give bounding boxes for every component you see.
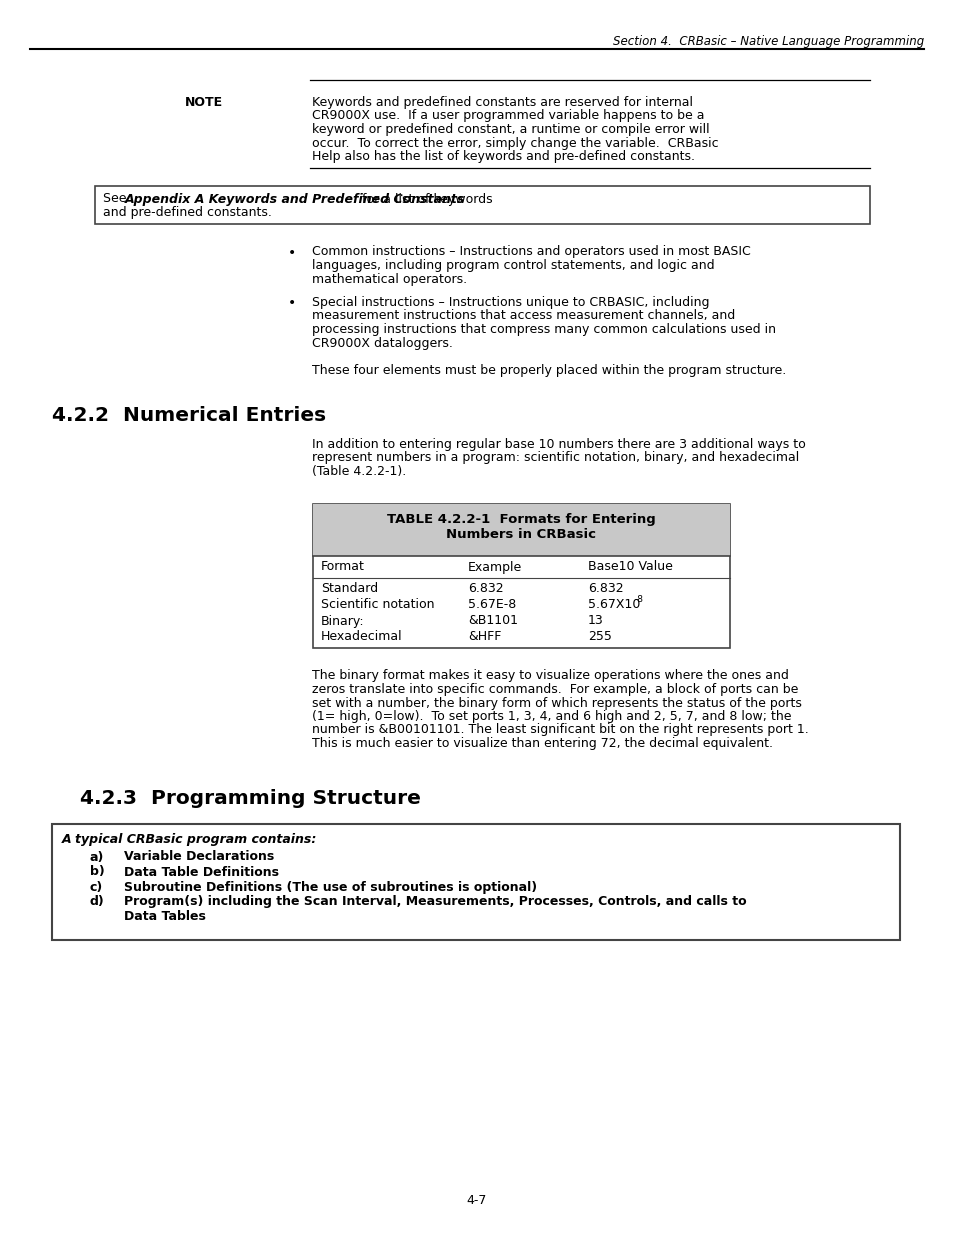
Text: d): d) <box>90 895 105 909</box>
Text: set with a number, the binary form of which represents the status of the ports: set with a number, the binary form of wh… <box>312 697 801 709</box>
Text: 4.2.3  Programming Structure: 4.2.3 Programming Structure <box>80 788 420 808</box>
Bar <box>52 824 899 940</box>
Text: for a list of keywords: for a list of keywords <box>357 193 493 205</box>
Text: &HFF: &HFF <box>468 631 501 643</box>
Text: number is &B00101101. The least significant bit on the right represents port 1.: number is &B00101101. The least signific… <box>312 724 808 736</box>
Text: &B1101: &B1101 <box>468 615 517 627</box>
Text: Binary:: Binary: <box>320 615 364 627</box>
Text: zeros translate into specific commands.  For example, a block of ports can be: zeros translate into specific commands. … <box>312 683 798 697</box>
Text: The binary format makes it easy to visualize operations where the ones and: The binary format makes it easy to visua… <box>312 669 788 683</box>
Text: Appendix A Keywords and Predefined Constants: Appendix A Keywords and Predefined Const… <box>125 193 465 205</box>
Text: •: • <box>288 246 296 259</box>
Text: 255: 255 <box>587 631 611 643</box>
Text: Variable Declarations: Variable Declarations <box>124 851 274 863</box>
Text: c): c) <box>90 881 103 893</box>
Text: (Table 4.2.2-1).: (Table 4.2.2-1). <box>312 466 406 478</box>
Text: A typical CRBasic program contains:: A typical CRBasic program contains: <box>62 834 317 846</box>
Text: keyword or predefined constant, a runtime or compile error will: keyword or predefined constant, a runtim… <box>312 124 709 136</box>
Bar <box>313 504 729 556</box>
Text: Subroutine Definitions (The use of subroutines is optional): Subroutine Definitions (The use of subro… <box>124 881 537 893</box>
Text: occur.  To correct the error, simply change the variable.  CRBasic: occur. To correct the error, simply chan… <box>312 137 718 149</box>
Text: 5.67E-8: 5.67E-8 <box>468 599 516 611</box>
Text: Common instructions – Instructions and operators used in most BASIC: Common instructions – Instructions and o… <box>312 246 750 258</box>
Text: -8: -8 <box>635 595 643 604</box>
Text: Help also has the list of keywords and pre-defined constants.: Help also has the list of keywords and p… <box>312 149 695 163</box>
Text: mathematical operators.: mathematical operators. <box>312 273 467 285</box>
Text: a): a) <box>90 851 104 863</box>
Text: 4-7: 4-7 <box>466 1194 487 1207</box>
Text: Scientific notation: Scientific notation <box>320 599 434 611</box>
Bar <box>95 185 869 224</box>
Text: Data Tables: Data Tables <box>124 910 206 924</box>
Text: These four elements must be properly placed within the program structure.: These four elements must be properly pla… <box>312 364 785 377</box>
Text: This is much easier to visualize than entering 72, the decimal equivalent.: This is much easier to visualize than en… <box>312 737 772 750</box>
Text: Keywords and predefined constants are reserved for internal: Keywords and predefined constants are re… <box>312 96 692 109</box>
Text: CR9000X use.  If a user programmed variable happens to be a: CR9000X use. If a user programmed variab… <box>312 110 703 122</box>
Text: languages, including program control statements, and logic and: languages, including program control sta… <box>312 259 714 272</box>
Text: TABLE 4.2.2-1  Formats for Entering: TABLE 4.2.2-1 Formats for Entering <box>387 513 655 526</box>
Text: Standard: Standard <box>320 583 377 595</box>
Text: 4.2.2  Numerical Entries: 4.2.2 Numerical Entries <box>52 406 326 425</box>
Text: 6.832: 6.832 <box>468 583 503 595</box>
Text: Program(s) including the Scan Interval, Measurements, Processes, Controls, and c: Program(s) including the Scan Interval, … <box>124 895 746 909</box>
Text: Base10 Value: Base10 Value <box>587 561 672 573</box>
Text: 13: 13 <box>587 615 603 627</box>
Text: Format: Format <box>320 561 364 573</box>
Text: processing instructions that compress many common calculations used in: processing instructions that compress ma… <box>312 324 775 336</box>
Text: CR9000X dataloggers.: CR9000X dataloggers. <box>312 336 453 350</box>
Text: b): b) <box>90 866 105 878</box>
Text: Special instructions – Instructions unique to CRBASIC, including: Special instructions – Instructions uniq… <box>312 296 709 309</box>
Text: Section 4.  CRBasic – Native Language Programming: Section 4. CRBasic – Native Language Pro… <box>612 35 923 48</box>
Text: 5.67X10: 5.67X10 <box>587 599 639 611</box>
Text: Data Table Definitions: Data Table Definitions <box>124 866 278 878</box>
Text: Hexadecimal: Hexadecimal <box>320 631 402 643</box>
Text: Example: Example <box>468 561 521 573</box>
Text: represent numbers in a program: scientific notation, binary, and hexadecimal: represent numbers in a program: scientif… <box>312 452 799 464</box>
Bar <box>313 504 729 647</box>
Text: measurement instructions that access measurement channels, and: measurement instructions that access mea… <box>312 310 735 322</box>
Text: In addition to entering regular base 10 numbers there are 3 additional ways to: In addition to entering regular base 10 … <box>312 438 805 451</box>
Text: 6.832: 6.832 <box>587 583 623 595</box>
Text: •: • <box>288 296 296 310</box>
Text: See: See <box>103 193 131 205</box>
Text: (1= high, 0=low).  To set ports 1, 3, 4, and 6 high and 2, 5, 7, and 8 low; the: (1= high, 0=low). To set ports 1, 3, 4, … <box>312 710 791 722</box>
Text: Numbers in CRBasic: Numbers in CRBasic <box>446 527 596 541</box>
Text: NOTE: NOTE <box>185 96 223 109</box>
Text: and pre-defined constants.: and pre-defined constants. <box>103 206 272 219</box>
